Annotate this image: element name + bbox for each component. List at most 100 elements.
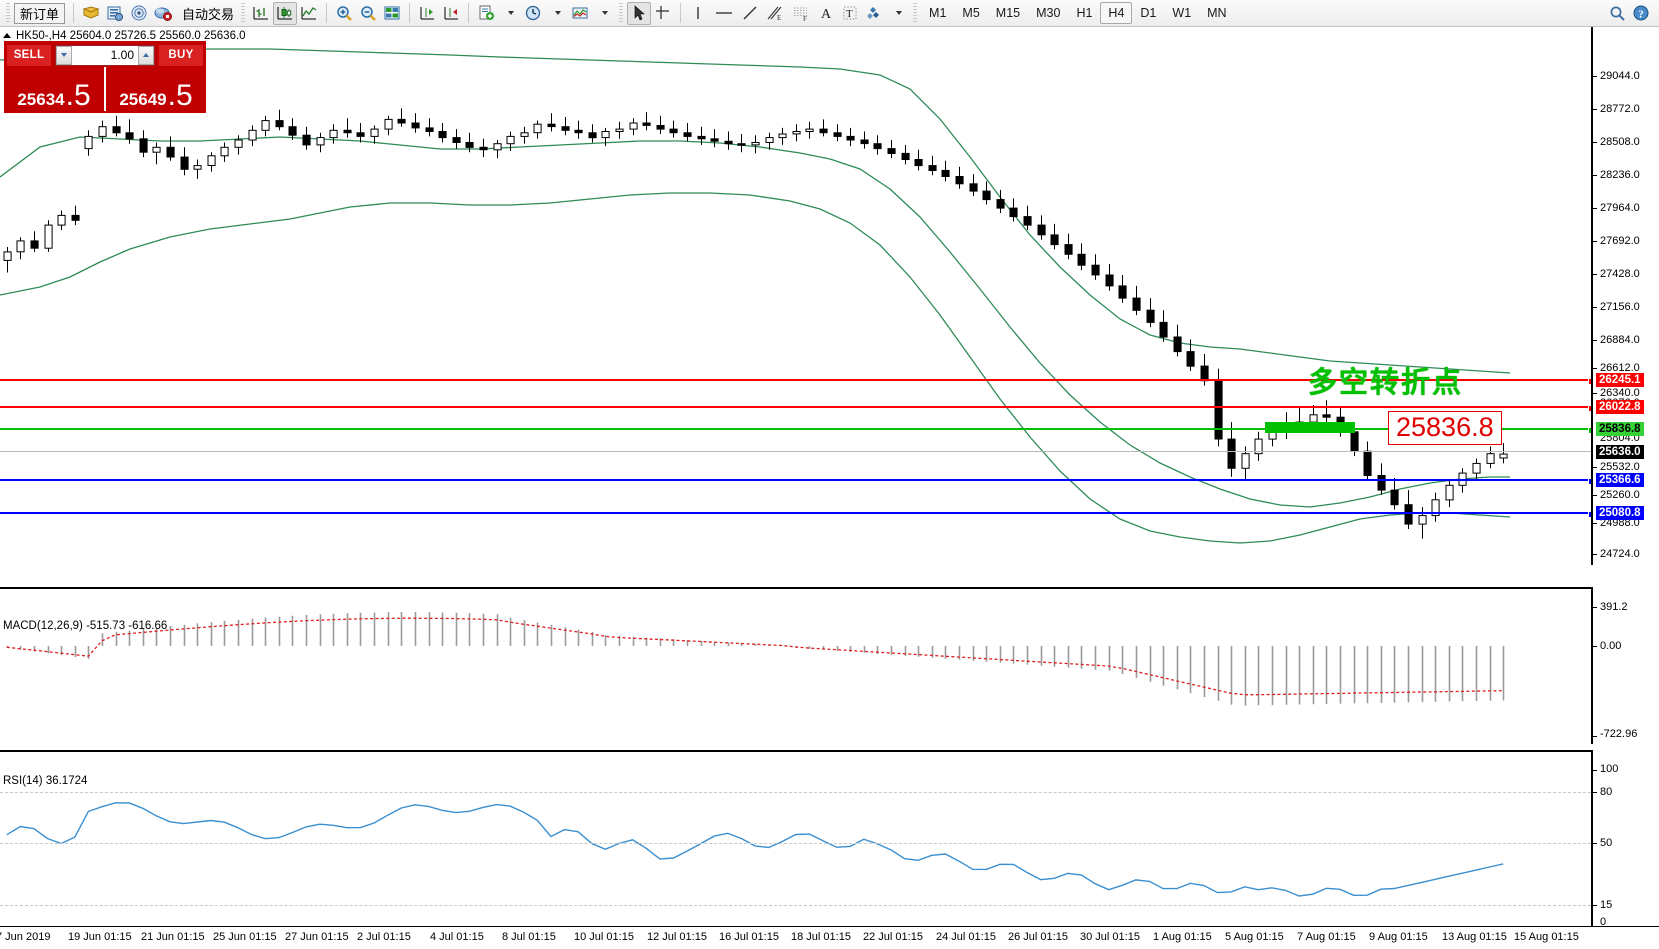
level-label-25080[interactable]: 25080.8 xyxy=(1596,506,1644,520)
toolbar-grip-2[interactable] xyxy=(241,3,246,23)
time-axis[interactable]: 7 Jun 2019 19 Jun 01:15 21 Jun 01:15 25 Jun… xyxy=(0,926,1659,949)
hline-25836[interactable] xyxy=(0,427,1591,434)
timeframe-m15[interactable]: M15 xyxy=(995,6,1021,20)
market-icon[interactable] xyxy=(151,2,175,25)
collapse-arrow-icon[interactable] xyxy=(3,33,11,38)
bar-chart-icon[interactable] xyxy=(249,2,273,25)
rsi-pane[interactable]: RSI(14) 36.1724 100 80 50 15 0 xyxy=(0,750,1659,928)
zoom-in-icon[interactable] xyxy=(332,2,356,25)
chevron-down-icon[interactable] xyxy=(498,2,521,25)
help-icon[interactable]: ? xyxy=(1629,2,1653,25)
rsi-tick: 50 xyxy=(1600,837,1613,849)
hline-handle[interactable] xyxy=(1588,405,1591,412)
signals-icon[interactable] xyxy=(127,2,151,25)
one-click-trading-panel[interactable]: SELL 1.00 BUY 25634 .5 25649 .5 xyxy=(4,41,206,113)
highlight-rectangle[interactable] xyxy=(1265,422,1355,433)
price-tag-label[interactable]: 25836.8 xyxy=(1388,411,1502,445)
rsi-scale[interactable]: 100 80 50 15 0 xyxy=(1593,750,1659,928)
rsi-plot[interactable] xyxy=(0,750,1591,926)
rsi-tick: 100 xyxy=(1600,763,1619,775)
pane-divider xyxy=(0,587,1591,589)
timeframe-w1[interactable]: W1 xyxy=(1172,6,1192,20)
cursor-icon[interactable] xyxy=(627,1,652,25)
price-plot[interactable] xyxy=(0,27,1591,565)
fibonacci-icon[interactable]: F xyxy=(788,2,814,25)
zoom-out-icon[interactable] xyxy=(356,2,380,25)
toolbar-grip-3[interactable] xyxy=(619,3,624,23)
hline-handle[interactable] xyxy=(1588,427,1591,434)
book-icon[interactable] xyxy=(79,2,103,25)
price-tick: 25260.0 xyxy=(1600,489,1640,501)
new-chart-icon[interactable] xyxy=(474,2,498,25)
trendline-icon[interactable] xyxy=(738,2,762,25)
tile-windows-icon[interactable] xyxy=(380,2,404,25)
hline-25366[interactable] xyxy=(0,478,1591,485)
price-scale[interactable]: 29044.0 28772.0 28508.0 28236.0 27964.0 … xyxy=(1593,27,1659,565)
vline-icon[interactable] xyxy=(686,2,710,25)
autotrade-button[interactable]: 自动交易 xyxy=(175,4,237,23)
new-order-button[interactable]: 新订单 xyxy=(14,2,66,24)
level-label-26022[interactable]: 26022.8 xyxy=(1596,400,1644,414)
price-chart-svg xyxy=(0,48,1511,544)
chart-annotation-text[interactable]: 多空转折点 xyxy=(1308,367,1464,399)
level-label-25366[interactable]: 25366.6 xyxy=(1596,473,1644,487)
sell-price[interactable]: 25634 .5 xyxy=(4,67,106,111)
time-axis-label: 1 Aug 01:15 xyxy=(1153,931,1212,943)
hline-25080[interactable] xyxy=(0,511,1591,518)
chevron-down-icon-3[interactable] xyxy=(592,2,615,25)
macd-tick: 0.00 xyxy=(1600,640,1622,652)
hline-handle[interactable] xyxy=(1588,478,1591,485)
hline-handle[interactable] xyxy=(1588,511,1591,518)
macd-plot[interactable] xyxy=(0,587,1591,744)
text-icon[interactable]: T xyxy=(838,2,862,25)
level-label-25836[interactable]: 25836.8 xyxy=(1596,422,1644,436)
equidistant-channel-icon[interactable]: E xyxy=(762,2,788,25)
timeframe-d1[interactable]: D1 xyxy=(1140,6,1157,20)
macd-pane[interactable]: MACD(12,26,9) -515.73 -616.66 391.2 0.00… xyxy=(0,587,1659,744)
volume-stepper[interactable]: 1.00 xyxy=(55,44,155,66)
timeframe-h4[interactable]: H4 xyxy=(1100,2,1133,24)
macd-chart-svg xyxy=(6,612,1505,706)
line-chart-icon[interactable] xyxy=(297,2,321,25)
sell-button[interactable]: SELL xyxy=(7,44,51,66)
timeframe-h1[interactable]: H1 xyxy=(1076,6,1093,20)
chart-area[interactable]: HK50-,H4 25604.0 25726.5 25560.0 25636.0 xyxy=(0,27,1659,949)
toolbar-grip-4[interactable] xyxy=(913,3,918,23)
volume-increase-button[interactable] xyxy=(138,45,154,65)
crosshair-icon[interactable] xyxy=(651,2,675,25)
text-label-icon[interactable]: A xyxy=(814,2,838,25)
hline-handle[interactable] xyxy=(1588,378,1591,385)
hline-26245[interactable] xyxy=(0,378,1591,385)
time-axis-label: 12 Jul 01:15 xyxy=(647,931,707,943)
time-axis-label: 4 Jul 01:15 xyxy=(430,931,484,943)
chart-autoscroll-icon[interactable] xyxy=(439,2,463,25)
timeframe-mn[interactable]: MN xyxy=(1207,6,1227,20)
timeframe-m5[interactable]: M5 xyxy=(962,6,980,20)
search-icon[interactable] xyxy=(1605,2,1629,25)
hline-26022[interactable] xyxy=(0,405,1591,412)
news-icon[interactable] xyxy=(103,2,127,25)
price-tick: 24988.0 xyxy=(1600,517,1640,529)
objects-icon[interactable] xyxy=(862,2,886,25)
chevron-down-icon-4[interactable] xyxy=(886,2,909,25)
chevron-down-icon-2[interactable] xyxy=(545,2,568,25)
buy-button[interactable]: BUY xyxy=(159,44,203,66)
timeframe-m1[interactable]: M1 xyxy=(929,6,947,20)
level-label-current[interactable]: 25636.0 xyxy=(1596,445,1644,459)
chart-shift-icon[interactable] xyxy=(415,2,439,25)
candlestick-chart-icon[interactable] xyxy=(273,1,298,25)
period-clock-icon[interactable] xyxy=(521,2,545,25)
svg-text:F: F xyxy=(803,15,807,22)
volume-decrease-button[interactable] xyxy=(56,45,72,65)
buy-price[interactable]: 25649 .5 xyxy=(106,67,206,111)
level-label-26245[interactable]: 26245.1 xyxy=(1596,373,1644,387)
indicators-icon[interactable] xyxy=(568,2,592,25)
timeframe-m30[interactable]: M30 xyxy=(1036,6,1061,20)
toolbar-grip[interactable] xyxy=(6,3,10,23)
svg-text:A: A xyxy=(821,7,832,22)
macd-scale[interactable]: 391.2 0.00 -722.96 xyxy=(1593,587,1659,744)
price-pane[interactable]: HK50-,H4 25604.0 25726.5 25560.0 25636.0 xyxy=(0,27,1659,565)
volume-input[interactable]: 1.00 xyxy=(110,48,134,62)
hline-icon[interactable] xyxy=(710,2,738,25)
price-tick: 27964.0 xyxy=(1600,202,1640,214)
